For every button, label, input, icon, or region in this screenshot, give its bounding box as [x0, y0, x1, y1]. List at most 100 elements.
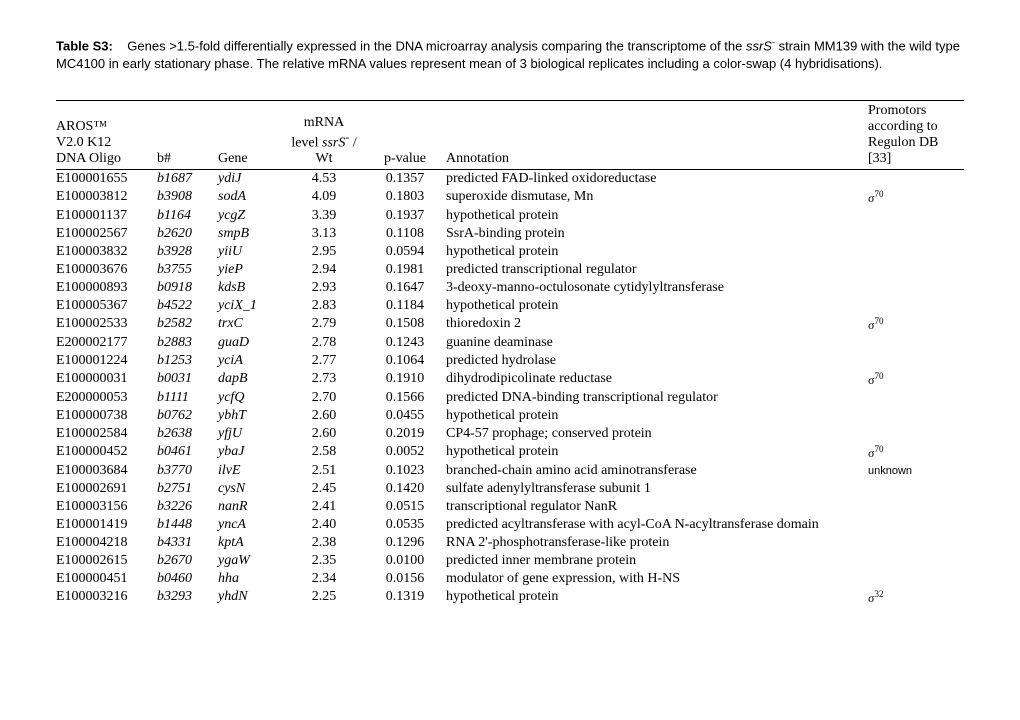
- cell-pvalue: 0.2019: [370, 425, 446, 443]
- cell-annotation: CP4-57 prophage; conserved protein: [446, 425, 868, 443]
- cell-oligo: E200002177: [56, 334, 157, 352]
- cell-promotor: [868, 425, 964, 443]
- cell-annotation: sulfate adenylyltransferase subunit 1: [446, 480, 868, 498]
- cell-gene: yiiU: [218, 243, 284, 261]
- cell-gene: ygaW: [218, 552, 284, 570]
- cell-mrna: 2.73: [284, 370, 370, 389]
- cell-pvalue: 0.1420: [370, 480, 446, 498]
- table-row: E100002615b2670ygaW2.350.0100predicted i…: [56, 552, 964, 570]
- cell-oligo: E100001224: [56, 352, 157, 370]
- cell-annotation: hypothetical protein: [446, 407, 868, 425]
- cell-oligo: E100003216: [56, 588, 157, 607]
- cell-oligo: E100003676: [56, 261, 157, 279]
- cell-mrna: 4.53: [284, 170, 370, 189]
- caption-text-1: Genes >1.5-fold differentially expressed…: [127, 38, 746, 53]
- table-row: E100003684b3770ilvE2.510.1023branched-ch…: [56, 462, 964, 480]
- table-row: E100003832b3928yiiU2.950.0594hypothetica…: [56, 243, 964, 261]
- cell-pvalue: 0.1981: [370, 261, 446, 279]
- table-row: E100002533b2582trxC2.790.1508thioredoxin…: [56, 315, 964, 334]
- cell-bnum: b1111: [157, 389, 218, 407]
- cell-bnum: b3908: [157, 188, 218, 207]
- cell-bnum: b3770: [157, 462, 218, 480]
- cell-mrna: 2.94: [284, 261, 370, 279]
- cell-annotation: transcriptional regulator NanR: [446, 498, 868, 516]
- cell-pvalue: 0.0156: [370, 570, 446, 588]
- cell-oligo: E100000452: [56, 443, 157, 462]
- table-row: E100003812b3908sodA4.090.1803superoxide …: [56, 188, 964, 207]
- cell-mrna: 3.39: [284, 207, 370, 225]
- table-row: E100004218b4331kptA2.380.1296RNA 2'-phos…: [56, 534, 964, 552]
- cell-gene: yfjU: [218, 425, 284, 443]
- cell-mrna: 2.60: [284, 407, 370, 425]
- cell-mrna: 2.70: [284, 389, 370, 407]
- cell-oligo: E100000893: [56, 279, 157, 297]
- cell-oligo: E100002691: [56, 480, 157, 498]
- cell-annotation: hypothetical protein: [446, 443, 868, 462]
- cell-promotor: σ70: [868, 443, 964, 462]
- table-row: E100003676b3755yieP2.940.1981predicted t…: [56, 261, 964, 279]
- header-row: AROS™ V2.0 K12 DNA Oligo b# Gene mRNA le…: [56, 101, 964, 170]
- cell-bnum: b2670: [157, 552, 218, 570]
- cell-oligo: E100003812: [56, 188, 157, 207]
- table-row: E100000452b0461ybaJ2.580.0052hypothetica…: [56, 443, 964, 462]
- cell-annotation: predicted hydrolase: [446, 352, 868, 370]
- cell-promotor: [868, 516, 964, 534]
- cell-annotation: predicted acyltransferase with acyl-CoA …: [446, 516, 868, 534]
- cell-bnum: b2883: [157, 334, 218, 352]
- cell-pvalue: 0.1566: [370, 389, 446, 407]
- table-row: E100001655b1687ydiJ4.530.1357predicted F…: [56, 170, 964, 189]
- cell-pvalue: 0.1319: [370, 588, 446, 607]
- cell-promotor: [868, 279, 964, 297]
- cell-oligo: E100003156: [56, 498, 157, 516]
- cell-annotation: predicted inner membrane protein: [446, 552, 868, 570]
- cell-promotor: [868, 552, 964, 570]
- cell-bnum: b0031: [157, 370, 218, 389]
- table-row: E100005367b4522yciX_12.830.1184hypotheti…: [56, 297, 964, 315]
- table-row: E200002177b2883guaD2.780.1243guanine dea…: [56, 334, 964, 352]
- cell-annotation: hypothetical protein: [446, 243, 868, 261]
- cell-pvalue: 0.1803: [370, 188, 446, 207]
- cell-pvalue: 0.1064: [370, 352, 446, 370]
- cell-annotation: predicted DNA-binding transcriptional re…: [446, 389, 868, 407]
- cell-gene: cysN: [218, 480, 284, 498]
- cell-promotor: [868, 389, 964, 407]
- table-row: E100002691b2751cysN2.450.1420sulfate ade…: [56, 480, 964, 498]
- cell-pvalue: 0.1357: [370, 170, 446, 189]
- cell-oligo: E200000053: [56, 389, 157, 407]
- table-row: E100000893b0918kdsB2.930.16473-deoxy-man…: [56, 279, 964, 297]
- gene-table: AROS™ V2.0 K12 DNA Oligo b# Gene mRNA le…: [56, 100, 964, 607]
- cell-gene: kptA: [218, 534, 284, 552]
- cell-oligo: E100002584: [56, 425, 157, 443]
- cell-bnum: b0461: [157, 443, 218, 462]
- cell-gene: ybhT: [218, 407, 284, 425]
- cell-bnum: b1448: [157, 516, 218, 534]
- cell-gene: yieP: [218, 261, 284, 279]
- cell-gene: yciA: [218, 352, 284, 370]
- cell-oligo: E100002567: [56, 225, 157, 243]
- cell-oligo: E100003832: [56, 243, 157, 261]
- cell-pvalue: 0.0100: [370, 552, 446, 570]
- table-row: E100003216b3293yhdN2.250.1319hypothetica…: [56, 588, 964, 607]
- cell-annotation: guanine deaminase: [446, 334, 868, 352]
- cell-oligo: E100000451: [56, 570, 157, 588]
- cell-gene: ycfQ: [218, 389, 284, 407]
- cell-gene: kdsB: [218, 279, 284, 297]
- cell-oligo: E100000031: [56, 370, 157, 389]
- cell-bnum: b1253: [157, 352, 218, 370]
- cell-mrna: 2.35: [284, 552, 370, 570]
- cell-mrna: 2.60: [284, 425, 370, 443]
- cell-oligo: E100002615: [56, 552, 157, 570]
- cell-promotor: [868, 225, 964, 243]
- table-row: E100001137b1164ycgZ3.390.1937hypothetica…: [56, 207, 964, 225]
- cell-mrna: 2.45: [284, 480, 370, 498]
- cell-annotation: predicted transcriptional regulator: [446, 261, 868, 279]
- cell-promotor: [868, 261, 964, 279]
- table-row: E200000053b1111ycfQ2.700.1566predicted D…: [56, 389, 964, 407]
- table-row: E100003156b3226nanR2.410.0515transcripti…: [56, 498, 964, 516]
- cell-promotor: [868, 570, 964, 588]
- cell-mrna: 2.40: [284, 516, 370, 534]
- cell-bnum: b4522: [157, 297, 218, 315]
- cell-annotation: SsrA-binding protein: [446, 225, 868, 243]
- cell-bnum: b2751: [157, 480, 218, 498]
- cell-annotation: hypothetical protein: [446, 588, 868, 607]
